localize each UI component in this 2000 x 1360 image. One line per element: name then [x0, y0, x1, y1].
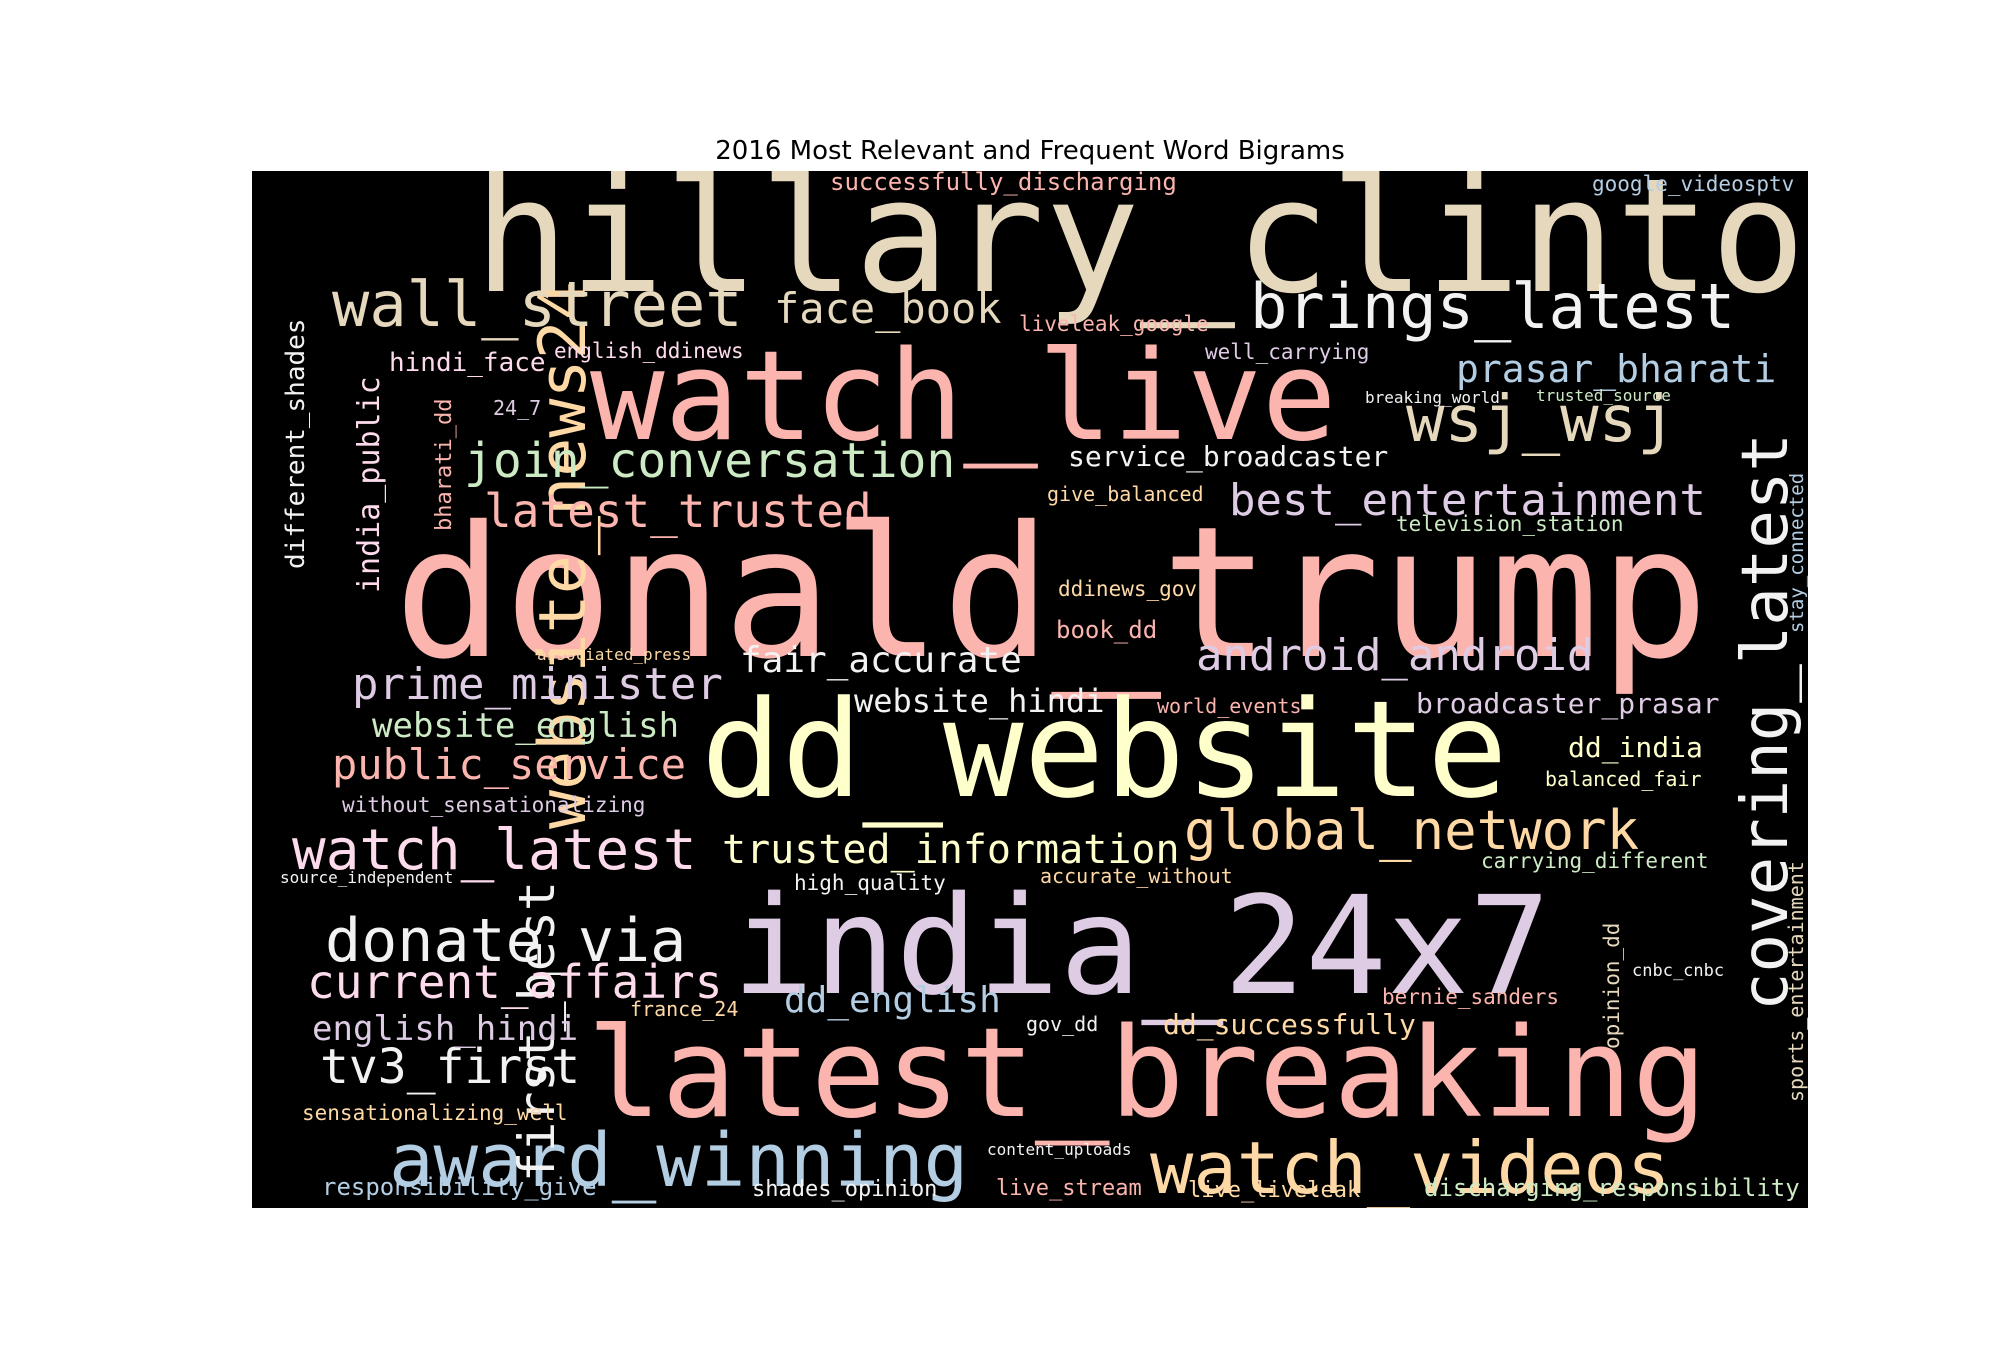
word-dd-successfully: dd_successfully	[1163, 1008, 1416, 1042]
word-opinion-dd: opinion_dd	[1600, 923, 1624, 1049]
word-24-7: 24_7	[493, 396, 541, 420]
word-public-service: public_service	[332, 740, 686, 789]
word-carrying-different: carrying_different	[1481, 849, 1709, 873]
word-first-best: first_best	[508, 881, 566, 1182]
word-content-uploads: content_uploads	[987, 1140, 1132, 1159]
word-discharging-responsibility: discharging_responsibility	[1424, 1174, 1800, 1202]
word-different-shades: different_shades	[281, 319, 311, 569]
word-hillary-clinton: hillary_clinton	[474, 171, 1808, 329]
word-high-quality: high_quality	[794, 871, 946, 895]
word-wall-street: wall_street	[332, 268, 743, 341]
word-gov-dd: gov_dd	[1026, 1012, 1098, 1036]
word-france-24: france_24	[630, 997, 738, 1021]
word-watch-videos: watch_videos	[1150, 1126, 1670, 1208]
word-live-stream: live_stream	[996, 1176, 1142, 1201]
word-android-android: android_android	[1196, 630, 1593, 681]
word-english-hindi: english_hindi	[312, 1009, 578, 1049]
word-dd-website: dd_website	[701, 672, 1508, 828]
word-bernie-sanders: bernie_sanders	[1382, 985, 1559, 1009]
word-face-book: face_book	[774, 284, 1002, 333]
word-india-public: india_public	[352, 376, 387, 593]
word-covering-latest: covering_latest	[1729, 433, 1803, 1011]
word-best-entertainment: best_entertainment	[1229, 475, 1706, 526]
word-live-liveleak: live_liveleak	[1188, 1178, 1360, 1203]
word-well-carrying: well_carrying	[1205, 340, 1369, 364]
word-sports-entertainment: sports_entertainment	[1784, 861, 1808, 1102]
word-hindi-face: hindi_face	[389, 348, 546, 378]
word-trusted-information: trusted_information	[722, 827, 1180, 873]
word-english-ddinews: english_ddinews	[554, 339, 744, 363]
word-source-independent: source_independent	[280, 868, 453, 887]
word-give-balanced: give_balanced	[1047, 482, 1204, 506]
word-join-conversation: join_conversation	[464, 433, 955, 489]
word-prasar-bharati: prasar_bharati	[1456, 347, 1776, 392]
word-watch-latest: watch_latest	[292, 818, 697, 883]
word-service-broadcaster: service_broadcaster	[1068, 440, 1388, 474]
word-shades-opinion: shades_opinion	[752, 1177, 937, 1202]
word-sensationalizing-well: sensationalizing_well	[302, 1101, 568, 1125]
word-website-english: website_english	[372, 706, 679, 746]
word-book-dd: book_dd	[1056, 616, 1157, 644]
word-trusted-source: trusted_source	[1536, 386, 1671, 405]
word-successfully-discharging: successfully_discharging	[830, 171, 1177, 196]
word-dd-india: dd_india	[1568, 731, 1703, 765]
word-cloud-background	[252, 171, 1808, 1208]
word-liveleak-google: liveleak_google	[1019, 312, 1209, 336]
word-brings-latest: brings_latest	[1250, 270, 1735, 343]
word-without-sensationalizing: without_sensationalizing	[342, 793, 645, 817]
word-global-network: global_network	[1184, 799, 1639, 862]
word-responsibility-give: responsibility_give	[322, 1173, 597, 1201]
word-india-24x7: india_24x7	[732, 868, 1551, 1026]
chart-title: 2016 Most Relevant and Frequent Word Big…	[715, 136, 1345, 166]
word-television-station: television_station	[1396, 512, 1624, 536]
word-cnbc-cnbc: cnbc_cnbc	[1632, 961, 1724, 981]
word-current-affairs: current_affairs	[307, 955, 722, 1009]
word-latest-trusted: latest_trusted	[484, 484, 872, 538]
word-website-hindi: website_hindi	[854, 682, 1104, 720]
word-breaking-world: breaking_world	[1365, 388, 1500, 407]
word-watch-live: watch_live	[590, 325, 1337, 469]
word-accurate-without: accurate_without	[1040, 864, 1233, 888]
word-google-videosptv: google_videosptv	[1592, 172, 1794, 196]
word-award-winning: award_winning	[389, 1118, 968, 1204]
word-wsj-wsj: wsj_wsj	[1406, 383, 1676, 457]
word-cloud: hillary_clinton donald_trump watch_live dd_…	[252, 171, 1808, 1208]
word-prime-minister: prime_minister	[352, 659, 723, 710]
word-broadcaster-prasar: broadcaster_prasar	[1416, 687, 1719, 721]
word-associated-press: associated_press	[537, 645, 691, 664]
word-stay-connected: stay_connected	[1786, 473, 1808, 633]
word-balanced-fair: balanced_fair	[1545, 767, 1702, 791]
word-fair-accurate: fair_accurate	[740, 640, 1022, 681]
word-bharati-dd: bharati_dd	[432, 399, 457, 531]
word-donald-trump: donald_trump	[394, 487, 1709, 699]
word-tv3-first: tv3_first	[320, 1039, 580, 1095]
word-world-events: world_events	[1157, 694, 1302, 718]
word-website-news24: website_news24	[526, 281, 601, 829]
word-donate-via: donate_via	[325, 906, 686, 976]
word-latest-breaking: latest_breaking	[587, 1002, 1707, 1146]
word-ddinews-gov: ddinews_gov	[1058, 577, 1197, 601]
words-layer: hillary_clinton donald_trump watch_live dd_…	[280, 171, 1808, 1208]
word-dd-english: dd_english	[784, 980, 1001, 1021]
